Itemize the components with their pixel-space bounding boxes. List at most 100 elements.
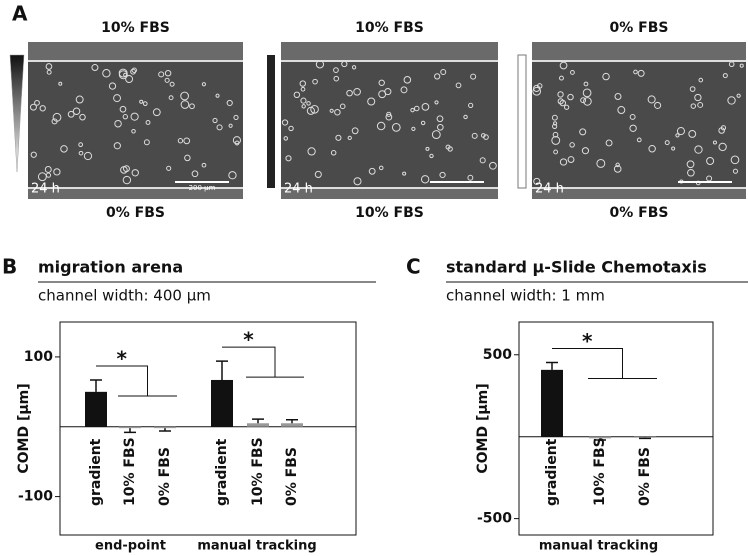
cell [75, 95, 84, 104]
bar [85, 391, 107, 427]
cell [718, 127, 725, 134]
plot-frame [518, 321, 714, 536]
cell [310, 105, 319, 114]
bar [247, 423, 269, 427]
cell [378, 90, 387, 99]
error-bar [159, 428, 171, 432]
y-axis-label: COMD [µm] [475, 383, 491, 473]
significance-mark: * [117, 346, 128, 370]
cell [410, 107, 415, 113]
cell [300, 97, 307, 104]
cell [216, 124, 223, 131]
cell [142, 101, 148, 107]
x-tick-label: 10% FBS [592, 437, 608, 506]
cell [83, 151, 93, 161]
cell [314, 170, 322, 178]
cell [44, 165, 52, 173]
cell [376, 121, 386, 131]
cell [434, 73, 441, 80]
cell [468, 102, 474, 108]
cell [183, 137, 191, 145]
cell [30, 151, 37, 158]
cell [582, 88, 592, 98]
cell [53, 168, 61, 176]
cell [228, 171, 237, 180]
channel-wall [28, 188, 243, 199]
cell [29, 103, 37, 111]
error-bar [124, 428, 136, 434]
cell [60, 145, 68, 153]
cell [629, 113, 636, 120]
cell [184, 154, 191, 162]
cell [551, 114, 558, 121]
bottom-label: 0% FBS [610, 205, 669, 221]
cell [712, 140, 717, 145]
cell [234, 140, 240, 146]
cell [420, 175, 430, 184]
cell [637, 69, 645, 77]
cell [471, 132, 478, 139]
y-tick-label: -500 [477, 511, 512, 527]
cell [675, 133, 680, 138]
time-label: 24 h [535, 182, 564, 197]
cell [164, 77, 170, 83]
cell [67, 110, 75, 118]
cell [130, 112, 139, 121]
group-label: manual tracking [197, 539, 316, 554]
x-tick-label: 10% FBS [250, 437, 266, 506]
cell [687, 168, 695, 177]
time-label: 24 h [284, 182, 313, 197]
cell [164, 69, 172, 77]
cell [368, 167, 376, 175]
cell [425, 146, 430, 151]
cell [189, 103, 195, 110]
cell [300, 86, 306, 92]
cell [613, 165, 622, 173]
cell [414, 105, 420, 112]
cell [480, 133, 486, 138]
cell [467, 174, 474, 181]
y-tick-label: 500 [483, 347, 512, 363]
bar [119, 426, 141, 429]
cell [232, 136, 241, 145]
cell [152, 108, 161, 117]
significance-mark: * [582, 329, 593, 353]
cell [445, 144, 451, 150]
cell [671, 146, 676, 151]
cell [312, 78, 318, 85]
cell [664, 140, 670, 146]
x-tick-label: 0% FBS [284, 447, 300, 506]
cell [403, 76, 412, 84]
cell [169, 81, 175, 87]
cell [228, 123, 233, 128]
cell [532, 86, 542, 96]
cell [617, 106, 626, 114]
cell [45, 172, 52, 178]
cell [353, 177, 362, 186]
cell [580, 97, 587, 104]
plot-frame [59, 321, 357, 536]
cell [113, 94, 121, 103]
cell [567, 156, 575, 163]
error-bar [639, 437, 651, 440]
cell [698, 77, 704, 83]
cell [559, 61, 568, 70]
empty-icon [517, 54, 527, 189]
cell [118, 68, 128, 78]
channel-wall [281, 188, 498, 199]
cell [306, 101, 311, 106]
cell [431, 130, 441, 140]
cell [315, 60, 325, 69]
group-label: manual tracking [539, 539, 658, 554]
cell [212, 117, 218, 124]
cell [479, 157, 486, 164]
cell [553, 121, 558, 126]
cell [727, 96, 736, 105]
cell [730, 155, 740, 165]
group-label: end-point [95, 539, 166, 554]
cell [434, 100, 439, 105]
cell [690, 103, 697, 109]
cell [402, 171, 407, 176]
cell [293, 91, 301, 99]
cell [233, 114, 239, 121]
